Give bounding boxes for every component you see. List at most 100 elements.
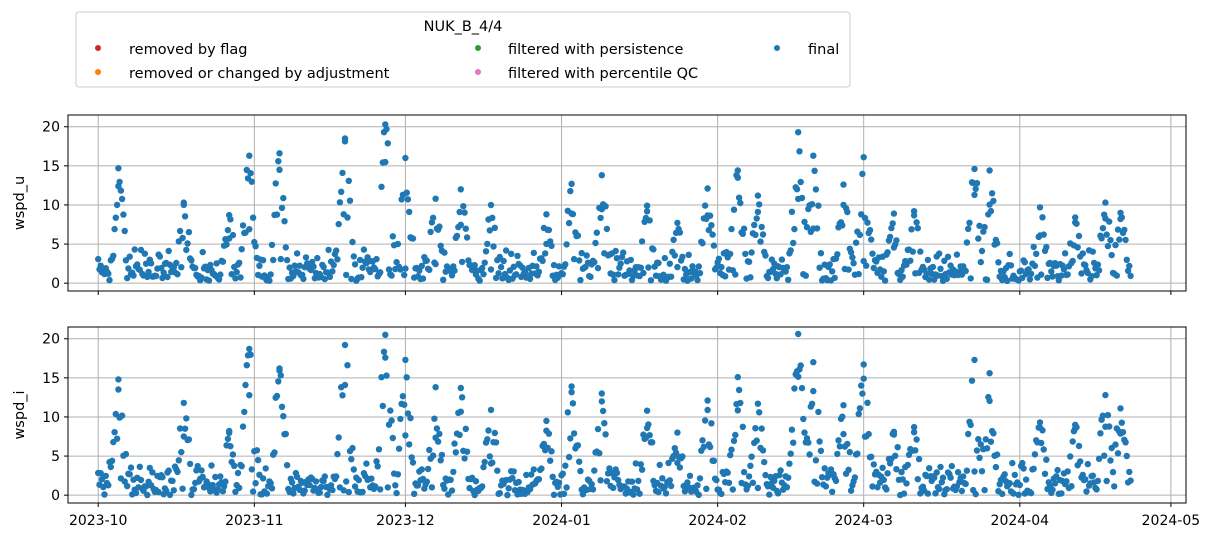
data-point — [481, 458, 488, 466]
data-point — [879, 464, 886, 471]
data-point — [986, 397, 993, 405]
data-point — [403, 189, 410, 196]
data-point — [1126, 262, 1133, 270]
panel-wspd-i: 0 5 10 15 20 2023-10 2023-11 2023-12 2024-01 2024… — [12, 326, 1200, 529]
data-point — [855, 270, 862, 278]
data-point-peak-16 — [704, 185, 711, 192]
data-point — [378, 374, 385, 381]
data-point — [826, 261, 833, 268]
data-point — [965, 225, 972, 232]
data-point — [636, 490, 643, 497]
data-point-peak-3 — [246, 345, 253, 353]
data-point — [706, 212, 714, 219]
data-point — [462, 225, 469, 232]
data-point — [401, 271, 408, 279]
data-point — [762, 471, 769, 479]
data-point — [102, 472, 110, 480]
data-point-peak-16 — [704, 397, 711, 404]
data-point — [752, 425, 759, 432]
data-point — [967, 275, 974, 282]
data-point — [164, 273, 171, 281]
data-point — [845, 466, 852, 473]
data-point — [397, 266, 404, 273]
data-point — [971, 468, 978, 475]
data-point — [612, 247, 619, 255]
data-point — [788, 426, 796, 433]
data-point — [923, 270, 930, 277]
data-point — [341, 381, 349, 389]
data-point — [356, 256, 364, 264]
data-point — [1114, 226, 1122, 233]
data-point — [817, 250, 825, 257]
data-point — [904, 461, 911, 469]
data-point — [786, 460, 793, 467]
data-point-peak-24 — [910, 208, 918, 215]
data-point — [496, 253, 503, 261]
data-point — [801, 218, 808, 226]
data-point — [429, 452, 437, 459]
data-point — [701, 202, 709, 209]
data-point — [908, 226, 915, 233]
data-point — [1127, 272, 1134, 280]
data-point — [679, 453, 686, 460]
data-point — [701, 417, 709, 424]
data-point-peak-4 — [276, 365, 283, 372]
data-point-peak-23 — [890, 210, 898, 217]
data-point — [699, 240, 706, 247]
data-point — [560, 490, 568, 497]
data-point — [839, 222, 846, 229]
data-point — [1122, 236, 1129, 244]
legend: NUK_B_4/4 removed by flag removed or cha… — [75, 11, 851, 88]
data-point — [548, 448, 555, 455]
data-point — [118, 195, 126, 203]
data-point — [847, 487, 855, 494]
data-point — [437, 242, 444, 249]
data-point — [676, 464, 684, 471]
data-point — [987, 207, 995, 215]
data-point — [397, 415, 404, 423]
x-tick-label-1: 2023-11 — [225, 513, 284, 529]
data-point — [249, 214, 257, 221]
data-point — [384, 484, 391, 491]
data-point — [199, 248, 206, 256]
data-point — [696, 475, 704, 482]
data-point — [339, 392, 346, 399]
data-point — [1054, 466, 1061, 474]
data-point — [1027, 489, 1035, 497]
data-point — [1031, 451, 1039, 458]
data-point — [835, 437, 842, 444]
data-point — [392, 482, 399, 489]
data-point — [932, 490, 939, 497]
data-point — [262, 465, 269, 472]
data-point — [971, 191, 978, 199]
data-point — [1074, 244, 1081, 251]
data-point — [855, 410, 862, 418]
data-point — [1082, 261, 1089, 269]
data-point — [375, 446, 383, 453]
data-point — [797, 178, 804, 186]
data-point — [95, 255, 102, 263]
data-point — [378, 183, 385, 190]
data-point-peak-11 — [543, 211, 550, 218]
data-point — [854, 450, 861, 457]
data-point-peak-29 — [1102, 199, 1109, 206]
data-point — [101, 491, 108, 498]
legend-title: NUK_B_4/4 — [424, 19, 503, 35]
data-point — [515, 478, 522, 486]
data-point — [576, 257, 583, 264]
data-point — [312, 478, 320, 485]
data-point — [806, 451, 813, 458]
data-point — [1006, 250, 1013, 258]
y-axis-label: wspd_i — [12, 390, 28, 439]
data-point — [1123, 452, 1131, 460]
data-point — [207, 261, 214, 269]
data-point-peak-24 — [910, 423, 918, 431]
data-point — [213, 260, 220, 267]
data-point — [388, 417, 395, 424]
data-point — [748, 249, 755, 256]
data-point — [345, 177, 352, 184]
data-point — [899, 273, 906, 280]
data-point — [810, 387, 817, 395]
data-point — [685, 251, 692, 258]
data-point — [120, 211, 127, 218]
